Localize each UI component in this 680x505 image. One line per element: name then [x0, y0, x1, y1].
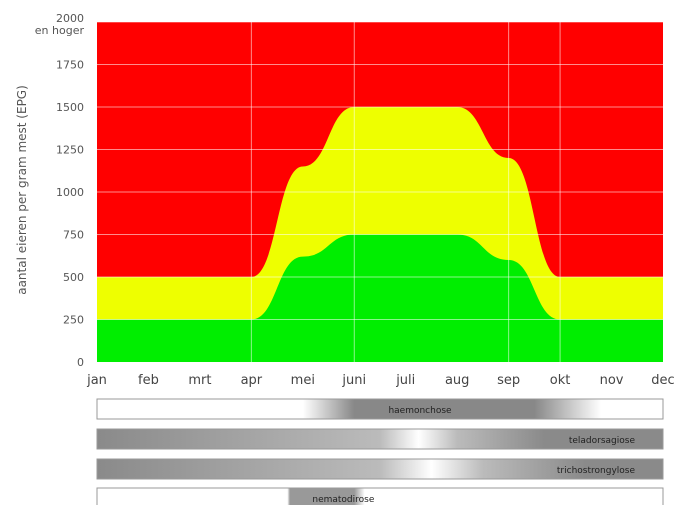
season-bar-label: nematodirose — [312, 495, 374, 505]
season-bar-trichostrongylose — [96, 458, 664, 480]
y-tick-label: 1500 — [56, 101, 84, 114]
x-tick-label: aug — [445, 373, 469, 388]
season-bar-haemonchose — [96, 398, 664, 420]
x-tick-label: okt — [550, 373, 571, 388]
x-tick-label: juli — [395, 373, 415, 388]
y-tick-label: 2000 — [56, 12, 84, 25]
season-bar-label: haemonchose — [388, 406, 452, 416]
x-tick-label: apr — [241, 373, 263, 388]
y-tick-label: 0 — [77, 356, 84, 369]
season-bar-nematodirose — [96, 487, 664, 505]
x-tick-label: juni — [341, 373, 366, 388]
x-tick-label: nov — [600, 373, 624, 388]
y-tick-label: 500 — [63, 271, 84, 284]
season-bar-label: trichostrongylose — [557, 466, 636, 476]
x-tick-label: dec — [651, 373, 674, 388]
x-axis: jan feb mrt apr mei juni juli aug sep okt nov dec — [86, 373, 675, 388]
y-tick-label: 750 — [63, 229, 84, 242]
x-tick-label: mei — [291, 373, 315, 388]
grid — [97, 21, 663, 362]
season-bar-teladorsagiose — [96, 428, 664, 450]
green-zone — [97, 234, 663, 362]
x-tick-label: feb — [138, 373, 159, 388]
x-tick-label: sep — [497, 373, 520, 388]
y-axis-label: aantal eieren per gram mest (EPG) — [15, 85, 29, 295]
x-tick-label: jan — [86, 373, 107, 388]
season-bar-label: teladorsagiose — [569, 436, 636, 446]
y-tick-label-extra: en hoger — [35, 24, 85, 37]
y-tick-label: 1250 — [56, 144, 84, 157]
season-bars: haemonchose teladorsagiose trichostrongylo… — [96, 398, 664, 505]
x-tick-label: mrt — [188, 373, 211, 388]
y-tick-label: 250 — [63, 314, 84, 327]
y-tick-label: 1000 — [56, 186, 84, 199]
y-tick-label: 1750 — [56, 59, 84, 72]
